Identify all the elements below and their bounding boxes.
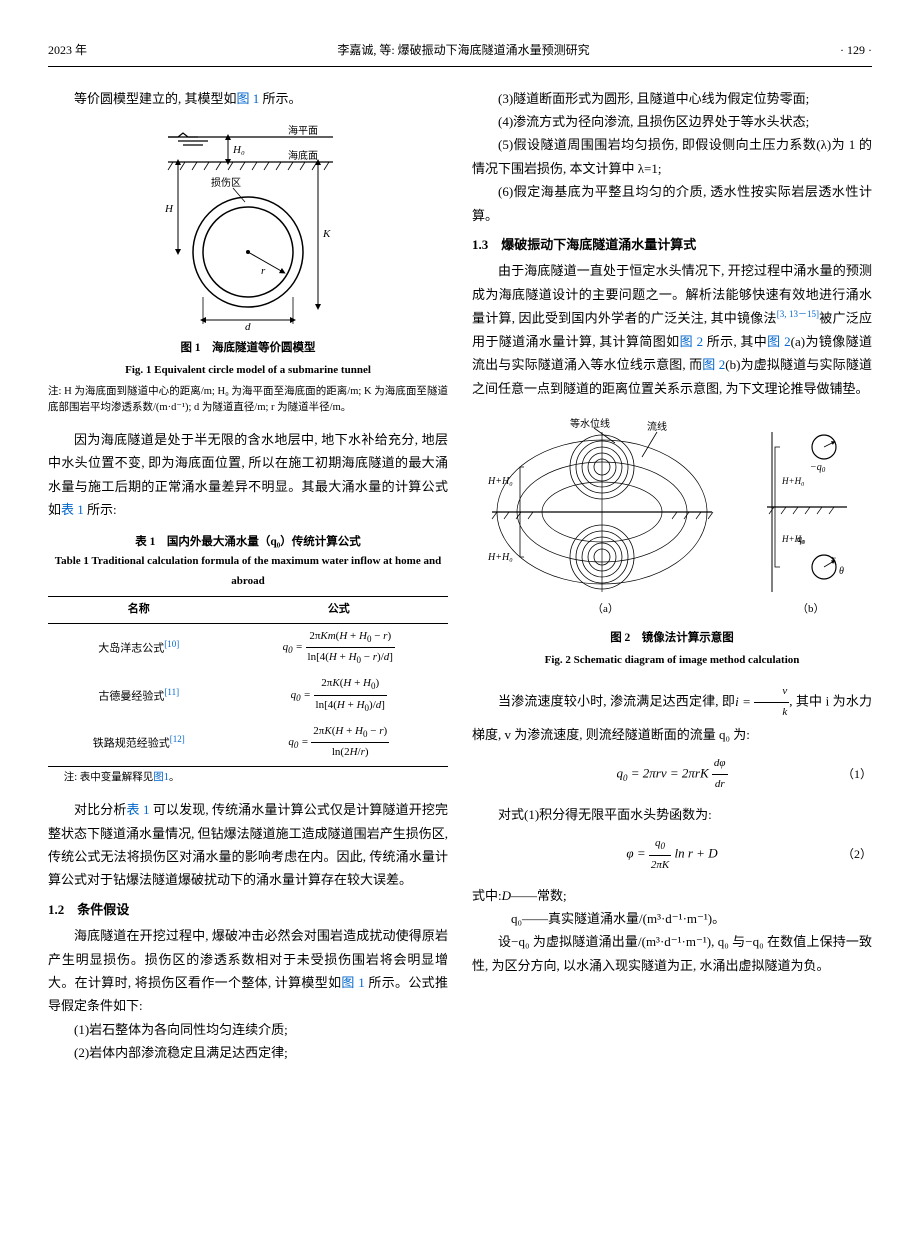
table-row: 古德曼经验式[11] q0 = 2πK(H + H0)ln[4(H + H0)/…	[48, 671, 448, 719]
heading-1-3: 1.3 爆破振动下海底隧道涌水量计算式	[472, 233, 872, 256]
table1-caption-cn: 表 1 国内外最大涌水量（q₀）传统计算公式	[48, 532, 448, 553]
fig2-caption-en: Fig. 2 Schematic diagram of image method…	[472, 651, 872, 671]
label-b: （b）	[797, 602, 825, 615]
table-link[interactable]: 表 1	[61, 502, 84, 517]
label-hh0-bot: H+H₀	[487, 552, 513, 563]
text: 式中:	[472, 888, 502, 903]
figure-link[interactable]: 图1	[153, 772, 169, 783]
fig1-svg: 海平面 海底面 H₀ H	[133, 122, 363, 332]
condition: (3)隧道断面形式为圆形, 且隧道中心线为假定位势零面;	[472, 87, 872, 110]
figure-2: 等水位线 流线	[472, 412, 872, 670]
equation-1: q0 = 2πrv = 2πrK dφdr （1）	[472, 754, 872, 795]
label-a: （a）	[592, 602, 619, 615]
paragraph: 由于海底隧道一直处于恒定水头情况下, 开挖过程中涌水量的预测成为海底隧道设计的主…	[472, 259, 872, 400]
condition: (1)岩石整体为各向同性均匀连续介质;	[48, 1018, 448, 1041]
paragraph: 设−q₀ 为虚拟隧道涌出量/(m³·d⁻¹·m⁻¹), q₀ 与−q₀ 在数值上…	[472, 930, 872, 977]
text: 等价圆模型建立的, 其模型如	[74, 91, 237, 106]
condition: (4)渗流方式为径向渗流, 且损伤区边界处于等水头状态;	[472, 110, 872, 133]
paragraph: 对式(1)积分得无限平面水头势函数为:	[472, 803, 872, 826]
paragraph: 因为海底隧道是处于半无限的含水地层中, 地下水补给充分, 地层中水头位置不变, …	[48, 428, 448, 522]
header-year: 2023 年	[48, 40, 87, 62]
two-column-layout: 等价圆模型建立的, 其模型如图 1 所示。 海平面 海底面	[48, 87, 872, 1065]
paragraph: 对比分析表 1 可以发现, 传统涌水量计算公式仅是计算隧道开挖完整状态下隧道涌水…	[48, 798, 448, 892]
citation-link[interactable]: [12]	[170, 734, 185, 744]
label-sealevel: 海平面	[288, 124, 318, 137]
header-page: · 129 ·	[840, 40, 872, 62]
fig1-note: 注: H 为海底面到隧道中心的距离/m; H₀ 为海平面至海底面的距离/m; K…	[48, 384, 448, 416]
figure-link[interactable]: 图 1	[341, 975, 364, 990]
eq-number: （2）	[842, 844, 872, 866]
label-k: K	[322, 228, 331, 240]
figure-link[interactable]: 图 2	[767, 334, 791, 349]
label-d: d	[245, 321, 251, 332]
condition: (2)岩体内部渗流稳定且满足达西定律;	[48, 1041, 448, 1064]
text: 当渗流速度较小时, 渗流满足达西定律, 即	[498, 694, 735, 709]
label-hh0-top: H+H₀	[487, 476, 513, 487]
table-link[interactable]: 表 1	[126, 802, 149, 817]
where-clause: q₀——真实隧道涌水量/(m³·d⁻¹·m⁻¹)。	[472, 907, 872, 930]
equation-2: φ = q02πK ln r + D （2）	[472, 834, 872, 875]
citation-link[interactable]: [11]	[164, 687, 179, 697]
table-row: 铁路规范经验式[12] q0 = 2πK(H + H0 − r)ln(2H/r)	[48, 719, 448, 767]
citation-link[interactable]: [3, 13－15]	[777, 309, 819, 319]
text: 所示, 其中	[703, 334, 767, 349]
cell: 古德曼经验式	[98, 690, 164, 702]
cell: 铁路规范经验式	[93, 738, 170, 750]
text: 对比分析	[74, 802, 126, 817]
svg-text:H+H0: H+H0	[781, 476, 804, 488]
label-theta: θ	[839, 566, 844, 577]
cell: 大岛洋志公式	[98, 642, 164, 654]
label-r: r	[261, 265, 266, 277]
condition: (5)假设隧道周围围岩均匀损伤, 即假设侧向土压力系数(λ)为 1 的情况下围岩…	[472, 133, 872, 180]
label-damagezone: 损伤区	[211, 176, 241, 189]
text: 所示。	[259, 91, 301, 106]
eq-number: （1）	[842, 764, 872, 786]
fig1-caption-cn: 图 1 海底隧道等价圆模型	[48, 338, 448, 359]
svg-text:−q0: −q0	[810, 462, 826, 474]
figure-link[interactable]: 图 1	[237, 91, 260, 106]
fig2-caption-cn: 图 2 镜像法计算示意图	[472, 628, 872, 649]
figure-link[interactable]: 图 2	[702, 357, 725, 372]
text: 注: 表中变量解释见	[64, 772, 154, 783]
th-name: 名称	[48, 596, 230, 623]
text: 所示:	[84, 502, 117, 517]
figure-link[interactable]: 图 2	[680, 334, 704, 349]
label-h: H	[164, 203, 174, 215]
paragraph: 当渗流速度较小时, 渗流满足达西定律, 即i = vk, 其中 i 为水力梯度,…	[472, 682, 872, 746]
paragraph: 等价圆模型建立的, 其模型如图 1 所示。	[48, 87, 448, 110]
text: 。	[169, 772, 180, 783]
where-clause: 式中:D——常数;	[472, 884, 872, 907]
table-1: 名称 公式 大岛洋志公式[10] q0 = 2πKm(H + H0 − r)ln…	[48, 596, 448, 767]
label-h0: H₀	[232, 144, 245, 156]
header-title: 李嘉诚, 等: 爆破振动下海底隧道涌水量预测研究	[337, 40, 589, 62]
table1-note: 注: 表中变量解释见图1。	[48, 769, 448, 788]
th-formula: 公式	[230, 596, 448, 623]
paragraph: 海底隧道在开挖过程中, 爆破冲击必然会对围岩造成扰动使得原岩产生明显损伤。损伤区…	[48, 924, 448, 1018]
label-streamline: 流线	[647, 420, 667, 433]
right-column: (3)隧道断面形式为圆形, 且隧道中心线为假定位势零面; (4)渗流方式为径向渗…	[472, 87, 872, 1065]
table-row: 大岛洋志公式[10] q0 = 2πKm(H + H0 − r)ln[4(H +…	[48, 623, 448, 671]
fig2-svg: 等水位线 流线	[482, 412, 862, 622]
running-header: 2023 年 李嘉诚, 等: 爆破振动下海底隧道涌水量预测研究 · 129 ·	[48, 40, 872, 67]
table1-caption-en: Table 1 Traditional calculation formula …	[48, 552, 448, 592]
label-eqline: 等水位线	[570, 417, 610, 430]
label-seafloor: 海底面	[288, 149, 318, 162]
svg-text:H+H0: H+H0	[781, 534, 804, 546]
citation-link[interactable]: [10]	[164, 639, 179, 649]
condition: (6)假定海基底为平整且均匀的介质, 透水性按实际岩层透水性计算。	[472, 180, 872, 227]
figure-1: 海平面 海底面 H₀ H	[48, 122, 448, 416]
heading-1-2: 1.2 条件假设	[48, 898, 448, 921]
fig1-caption-en: Fig. 1 Equivalent circle model of a subm…	[48, 361, 448, 381]
left-column: 等价圆模型建立的, 其模型如图 1 所示。 海平面 海底面	[48, 87, 448, 1065]
